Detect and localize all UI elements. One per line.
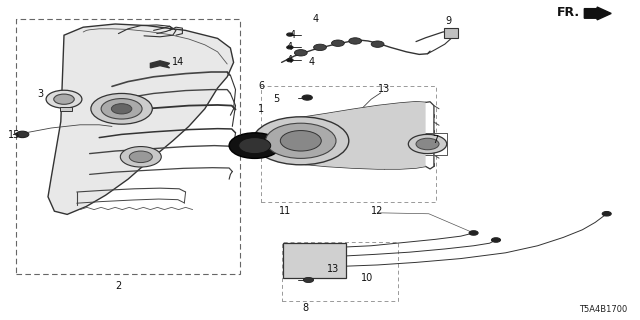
Text: FR.: FR.: [557, 6, 580, 19]
Text: 6: 6: [258, 81, 264, 92]
Circle shape: [280, 131, 321, 151]
Circle shape: [302, 95, 312, 100]
Circle shape: [253, 117, 349, 165]
Bar: [444, 28, 458, 38]
Circle shape: [54, 94, 74, 104]
Text: 4: 4: [312, 14, 319, 24]
Circle shape: [602, 212, 611, 216]
Circle shape: [416, 138, 439, 150]
Circle shape: [294, 50, 307, 56]
Circle shape: [16, 131, 29, 138]
Bar: [283, 243, 346, 278]
Text: 4: 4: [286, 42, 292, 52]
Circle shape: [91, 93, 152, 124]
Bar: [282, 242, 398, 301]
Bar: [16, 19, 240, 274]
Circle shape: [371, 41, 384, 47]
FancyArrow shape: [584, 7, 611, 20]
Circle shape: [101, 99, 142, 119]
Polygon shape: [300, 102, 426, 169]
Circle shape: [469, 231, 478, 235]
Circle shape: [46, 90, 82, 108]
Text: 5: 5: [273, 94, 280, 104]
Text: 9: 9: [445, 16, 451, 26]
Text: T5A4B1700: T5A4B1700: [579, 305, 627, 314]
Text: 10: 10: [360, 273, 373, 283]
Circle shape: [332, 40, 344, 46]
Polygon shape: [150, 61, 170, 68]
Text: 11: 11: [278, 205, 291, 216]
Circle shape: [129, 151, 152, 163]
Circle shape: [229, 133, 280, 158]
Circle shape: [239, 138, 271, 154]
Text: 14: 14: [172, 57, 184, 67]
Text: 4: 4: [286, 55, 292, 65]
Circle shape: [314, 44, 326, 51]
Text: 3: 3: [37, 89, 44, 99]
Circle shape: [111, 104, 132, 114]
Circle shape: [287, 33, 293, 36]
Circle shape: [287, 46, 293, 49]
Circle shape: [408, 134, 447, 154]
Text: 7: 7: [432, 135, 438, 145]
Text: 13: 13: [326, 264, 339, 274]
Polygon shape: [48, 24, 234, 214]
Text: 2: 2: [115, 281, 122, 292]
Text: 13: 13: [378, 84, 390, 94]
Text: 8: 8: [303, 303, 309, 313]
Circle shape: [287, 59, 293, 62]
Circle shape: [492, 238, 500, 242]
Text: 4: 4: [289, 29, 296, 40]
Bar: [261, 86, 436, 202]
Text: 12: 12: [371, 205, 384, 216]
Circle shape: [303, 277, 314, 283]
Circle shape: [266, 123, 336, 158]
Bar: [60, 107, 72, 111]
Text: 15: 15: [8, 130, 20, 140]
Circle shape: [120, 147, 161, 167]
Circle shape: [349, 38, 362, 44]
Text: 1: 1: [258, 104, 264, 114]
Text: 4: 4: [308, 57, 315, 67]
